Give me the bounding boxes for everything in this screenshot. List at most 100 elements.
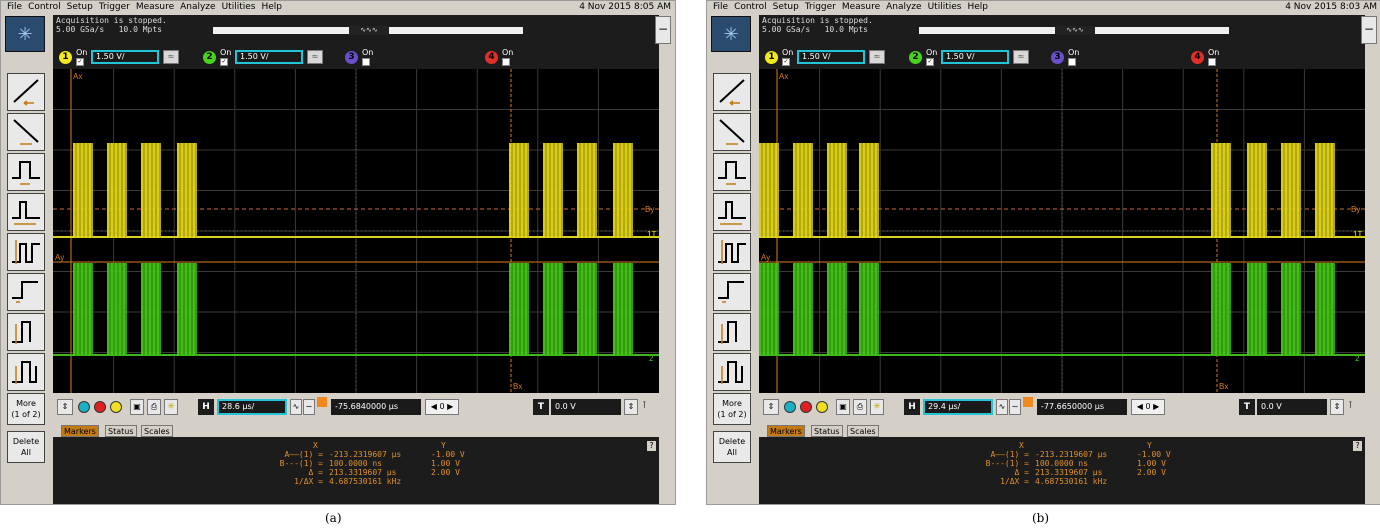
marker-mode-stepper[interactable]: ⇕ — [763, 399, 779, 415]
transition-trigger-icon[interactable] — [7, 313, 45, 351]
print-icon[interactable]: ⎙ — [147, 399, 161, 415]
setup-hold-trigger-icon[interactable] — [7, 273, 45, 311]
tab-markers[interactable]: Markers — [767, 425, 805, 437]
menu-trigger[interactable]: Trigger — [804, 2, 836, 12]
menu-utilities[interactable]: Utilities — [927, 2, 962, 12]
delete-all-button[interactable]: Delete All — [7, 431, 45, 463]
channel-1-coupling-icon[interactable]: ≈ — [869, 50, 885, 64]
delete-all-button[interactable]: Delete All — [713, 431, 751, 463]
runt-trigger-icon[interactable] — [7, 233, 45, 271]
timeout-trigger-icon[interactable] — [7, 353, 45, 391]
minimize-button[interactable]: − — [655, 16, 671, 44]
channel-1-button[interactable]: 1 — [765, 51, 778, 64]
glitch-trigger-icon[interactable] — [7, 193, 45, 231]
pulse-width-trigger-icon[interactable] — [713, 153, 751, 191]
channel-3-on-checkbox[interactable] — [362, 58, 370, 66]
channel-4-button[interactable]: 4 — [1191, 51, 1204, 64]
menu-file[interactable]: File — [7, 2, 23, 12]
channel-4-on-checkbox[interactable] — [502, 58, 510, 66]
display-icon[interactable]: ▣ — [130, 399, 144, 415]
setup-hold-trigger-icon[interactable] — [713, 273, 751, 311]
fine-adjust-icon[interactable]: ∼ — [1009, 399, 1021, 415]
marker-cyan-icon[interactable] — [78, 401, 90, 413]
menu-utilities[interactable]: Utilities — [221, 2, 256, 12]
channel-4-on-checkbox[interactable] — [1208, 58, 1216, 66]
menu-help[interactable]: Help — [967, 2, 988, 12]
delay-field[interactable]: -77.6650000 µs — [1037, 399, 1127, 415]
marker-mode-stepper[interactable]: ⇕ — [57, 399, 73, 415]
channel-2-on-checkbox[interactable]: ✓ — [926, 58, 934, 66]
trigger-slope-icon[interactable]: ⊺ — [1348, 401, 1353, 411]
trigger-level-field[interactable]: 0.0 V — [551, 399, 621, 415]
marker-yellow-icon[interactable] — [110, 401, 122, 413]
scope-logo-icon[interactable]: ✳ — [711, 16, 751, 52]
channel-1-scale[interactable]: 1.50 V/ — [797, 50, 865, 64]
fine-adjust-icon[interactable]: ∼ — [303, 399, 315, 415]
trigger-slope-icon[interactable]: ⊺ — [642, 401, 647, 411]
rising-edge-trigger-icon[interactable] — [7, 73, 45, 111]
menu-control[interactable]: Control — [734, 2, 767, 12]
menu-setup[interactable]: Setup — [66, 2, 93, 12]
help-icon[interactable]: ? — [647, 441, 656, 451]
tab-scales[interactable]: Scales — [141, 425, 173, 437]
menu-setup[interactable]: Setup — [772, 2, 799, 12]
trigger-icon[interactable]: T — [1239, 399, 1255, 415]
scope-logo-icon[interactable]: ✳ — [5, 16, 45, 52]
tab-status[interactable]: Status — [811, 425, 843, 437]
menu-help[interactable]: Help — [261, 2, 282, 12]
delay-left-arrow-icon[interactable]: ◀ — [430, 402, 437, 411]
minimize-button[interactable]: − — [1361, 16, 1377, 44]
horizontal-icon[interactable]: H — [904, 399, 920, 415]
channel-2-button[interactable]: 2 — [909, 51, 922, 64]
tab-scales[interactable]: Scales — [847, 425, 879, 437]
delay-stepper[interactable]: ◀ 0 ▶ — [1131, 399, 1165, 415]
marker-yellow-icon[interactable] — [816, 401, 828, 413]
channel-1-scale[interactable]: 1.50 V/ — [91, 50, 159, 64]
menu-trigger[interactable]: Trigger — [98, 2, 130, 12]
channel-2-coupling-icon[interactable]: ≈ — [307, 50, 323, 64]
rising-edge-trigger-icon[interactable] — [713, 73, 751, 111]
falling-edge-trigger-icon[interactable] — [713, 113, 751, 151]
more-button[interactable]: More (1 of 2) — [7, 393, 45, 425]
menu-measure[interactable]: Measure — [135, 2, 175, 12]
channel-1-on-checkbox[interactable]: ✓ — [76, 58, 84, 66]
runt-trigger-icon[interactable] — [713, 233, 751, 271]
channel-3-on-checkbox[interactable] — [1068, 58, 1076, 66]
marker-cyan-icon[interactable] — [784, 401, 796, 413]
delay-right-arrow-icon[interactable]: ▶ — [447, 402, 454, 411]
glitch-trigger-icon[interactable] — [713, 193, 751, 231]
delay-left-arrow-icon[interactable]: ◀ — [1136, 402, 1143, 411]
falling-edge-trigger-icon[interactable] — [7, 113, 45, 151]
channel-2-coupling-icon[interactable]: ≈ — [1013, 50, 1029, 64]
pulse-width-trigger-icon[interactable] — [7, 153, 45, 191]
more-button[interactable]: More (1 of 2) — [713, 393, 751, 425]
trigger-level-field[interactable]: 0.0 V — [1257, 399, 1327, 415]
channel-1-button[interactable]: 1 — [59, 51, 72, 64]
timebase-field[interactable]: 29.4 µs/ — [923, 399, 993, 415]
help-icon[interactable]: ? — [1353, 441, 1362, 451]
record-icon[interactable] — [94, 401, 106, 413]
channel-2-scale[interactable]: 1.50 V/ — [941, 50, 1009, 64]
brightness-icon[interactable]: ✳ — [164, 399, 178, 415]
timebase-field[interactable]: 28.6 µs/ — [217, 399, 287, 415]
zoom-icon[interactable]: ∿ — [290, 399, 302, 415]
transition-trigger-icon[interactable] — [713, 313, 751, 351]
menu-measure[interactable]: Measure — [841, 2, 881, 12]
channel-2-on-checkbox[interactable]: ✓ — [220, 58, 228, 66]
trigger-icon[interactable]: T — [533, 399, 549, 415]
channel-2-scale[interactable]: 1.50 V/ — [235, 50, 303, 64]
waveform-display[interactable]: Ax Ay By Bx 1T 2 — [53, 69, 659, 393]
channel-3-button[interactable]: 3 — [1051, 51, 1064, 64]
channel-3-button[interactable]: 3 — [345, 51, 358, 64]
print-icon[interactable]: ⎙ — [853, 399, 867, 415]
channel-1-on-checkbox[interactable]: ✓ — [782, 58, 790, 66]
display-icon[interactable]: ▣ — [836, 399, 850, 415]
channel-2-button[interactable]: 2 — [203, 51, 216, 64]
brightness-icon[interactable]: ✳ — [870, 399, 884, 415]
zoom-icon[interactable]: ∿ — [996, 399, 1008, 415]
channel-1-coupling-icon[interactable]: ≈ — [163, 50, 179, 64]
delay-right-arrow-icon[interactable]: ▶ — [1153, 402, 1160, 411]
delay-field[interactable]: -75.6840000 µs — [331, 399, 421, 415]
trigger-level-stepper[interactable]: ⇕ — [1330, 399, 1344, 415]
channel-4-button[interactable]: 4 — [485, 51, 498, 64]
